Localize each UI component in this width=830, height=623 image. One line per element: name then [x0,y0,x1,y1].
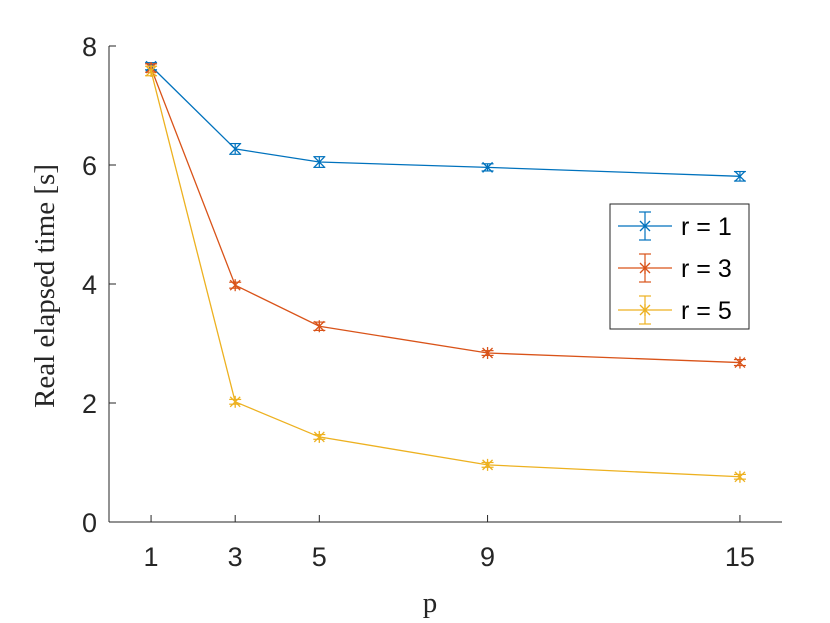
data-point [230,396,240,408]
x-tick-label: 3 [228,542,243,572]
x-tick-label: 1 [144,542,159,572]
y-tick-label: 2 [82,389,97,419]
legend: r = 1 r = 3 r = 5 [610,204,749,329]
y-tick-label: 4 [82,270,97,300]
y-axis-title: Real elapsed time [s] [29,164,61,408]
y-tick-label: 0 [82,508,97,538]
x-tick-label: 9 [480,542,495,572]
x-tick-label: 5 [312,542,327,572]
legend-label: r = 1 [681,213,732,241]
x-axis-title: p [423,587,438,619]
data-point [230,279,240,291]
y-tick-label: 6 [82,151,97,181]
y-ticks: 0 2 4 6 8 [82,32,116,538]
series-line [151,66,740,176]
series-1 [145,61,746,181]
x-ticks: 1 3 5 9 15 [144,515,755,572]
legend-label: r = 3 [681,255,732,283]
y-tick-label: 8 [82,32,97,62]
legend-label: r = 5 [681,297,732,325]
x-tick-label: 15 [725,542,755,572]
